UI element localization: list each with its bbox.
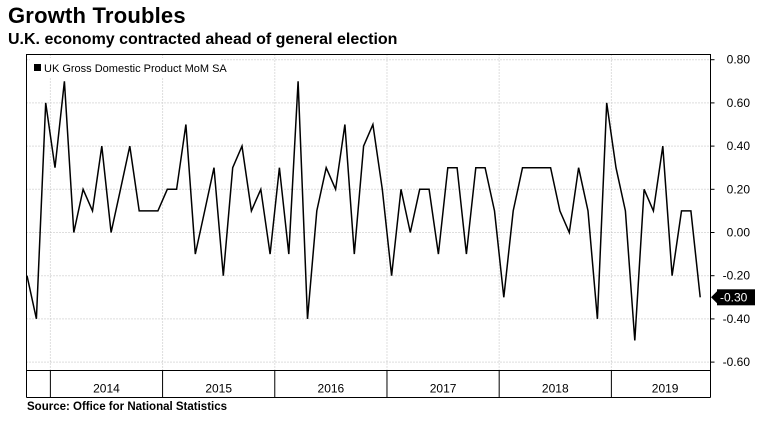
x-tick-label: 2019	[652, 382, 679, 396]
y-tick-label: 0.40	[727, 139, 751, 153]
x-tick-label: 2017	[430, 382, 457, 396]
x-tick-label: 2014	[93, 382, 120, 396]
last-value-label: -0.30	[720, 290, 748, 304]
series-line-uk-gdp-mom	[26, 81, 701, 341]
y-tick-label: -0.40	[723, 312, 751, 326]
y-tick-label: 0.00	[727, 226, 751, 240]
legend-box	[30, 58, 220, 78]
chart-subtitle: U.K. economy contracted ahead of general…	[8, 31, 398, 48]
legend: UK Gross Domestic Product MoM SA	[30, 58, 227, 78]
legend-label: UK Gross Domestic Product MoM SA	[44, 63, 227, 75]
x-tick-label: 2015	[205, 382, 232, 396]
y-tick-label: -0.20	[723, 269, 751, 283]
y-axis: 0.80 0.60 0.40 0.20 0.00 -0.20 -0.40 -0.60	[710, 53, 751, 369]
y-tick-label: 0.60	[727, 96, 751, 110]
y-tick-label: 0.20	[727, 182, 751, 196]
chart-title: Growth Troubles	[8, 3, 186, 28]
gridlines	[26, 54, 711, 371]
y-tick-label: 0.80	[727, 53, 751, 67]
source-note: Source: Office for National Statistics	[27, 401, 228, 413]
last-value-box	[717, 289, 755, 306]
x-tick-label: 2016	[318, 382, 345, 396]
plot-frame	[26, 54, 711, 371]
y-tick-label: -0.60	[723, 355, 751, 369]
legend-marker	[34, 64, 41, 71]
x-axis: 2014 2015 2016 2017 2018 2019	[26, 370, 711, 398]
x-tick-label: 2018	[542, 382, 569, 396]
last-value-pointer	[711, 291, 717, 304]
last-value-marker: -0.30	[711, 289, 755, 306]
